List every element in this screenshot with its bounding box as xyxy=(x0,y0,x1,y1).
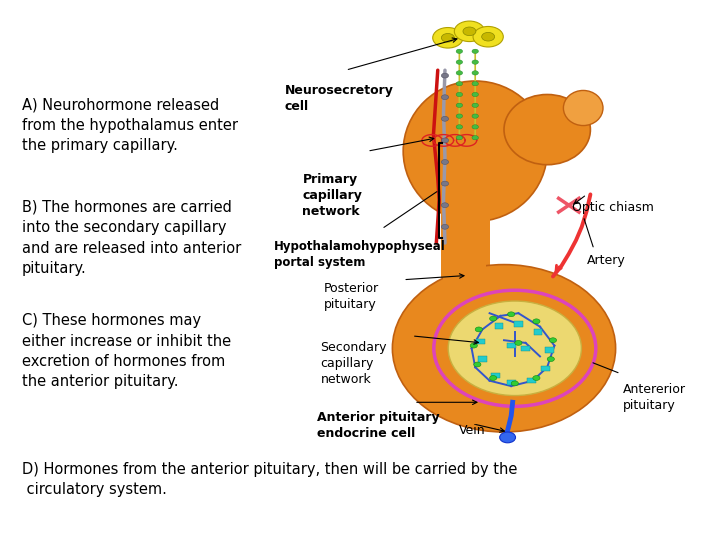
Ellipse shape xyxy=(456,92,463,97)
Text: Posterior
pituitary: Posterior pituitary xyxy=(324,282,379,311)
Ellipse shape xyxy=(456,136,463,140)
Bar xyxy=(541,366,550,371)
Text: B) The hormones are carried
into the secondary capillary
and are released into a: B) The hormones are carried into the sec… xyxy=(22,200,241,276)
Ellipse shape xyxy=(441,181,449,186)
Ellipse shape xyxy=(403,81,547,221)
Ellipse shape xyxy=(456,103,463,107)
Ellipse shape xyxy=(504,94,590,165)
Text: Primary
capillary
network: Primary capillary network xyxy=(302,173,362,218)
Ellipse shape xyxy=(472,125,479,129)
Ellipse shape xyxy=(474,362,481,367)
Ellipse shape xyxy=(448,301,582,395)
Text: Optic chiasm: Optic chiasm xyxy=(572,201,654,214)
Text: Hypothalamohypophyseal
portal system: Hypothalamohypophyseal portal system xyxy=(274,240,446,269)
Ellipse shape xyxy=(473,26,503,47)
Ellipse shape xyxy=(472,49,479,53)
Text: A) Neurohormone released
from the hypothalamus enter
the primary capillary.: A) Neurohormone released from the hypoth… xyxy=(22,97,238,153)
Ellipse shape xyxy=(475,327,482,332)
Bar xyxy=(545,347,554,353)
Ellipse shape xyxy=(472,92,479,97)
Ellipse shape xyxy=(472,71,479,75)
Ellipse shape xyxy=(533,319,540,324)
Ellipse shape xyxy=(433,28,463,48)
Ellipse shape xyxy=(547,356,554,362)
Bar xyxy=(476,339,485,344)
Bar xyxy=(527,378,536,383)
Text: Vein: Vein xyxy=(459,424,486,437)
Ellipse shape xyxy=(500,432,516,443)
FancyBboxPatch shape xyxy=(441,165,490,278)
Text: C) These hormones may
either increase or inhibit the
excretion of hormones from
: C) These hormones may either increase or… xyxy=(22,313,230,389)
Bar xyxy=(507,343,516,348)
Ellipse shape xyxy=(490,316,497,321)
Ellipse shape xyxy=(515,341,522,346)
Ellipse shape xyxy=(456,125,463,129)
FancyBboxPatch shape xyxy=(443,227,486,281)
Ellipse shape xyxy=(564,90,603,126)
Ellipse shape xyxy=(441,95,449,100)
Text: Artery: Artery xyxy=(587,254,626,267)
Ellipse shape xyxy=(441,73,449,78)
Bar xyxy=(495,323,503,329)
Ellipse shape xyxy=(456,82,463,86)
Ellipse shape xyxy=(472,60,479,64)
Bar xyxy=(534,329,542,335)
Ellipse shape xyxy=(533,376,540,380)
Text: D) Hormones from the anterior pituitary, then will be carried by the
 circulator: D) Hormones from the anterior pituitary,… xyxy=(22,462,517,497)
Ellipse shape xyxy=(490,376,497,380)
Ellipse shape xyxy=(441,33,454,42)
Ellipse shape xyxy=(441,117,449,122)
Ellipse shape xyxy=(456,114,463,118)
Bar xyxy=(514,321,523,327)
Ellipse shape xyxy=(456,49,463,53)
Ellipse shape xyxy=(508,312,515,316)
Ellipse shape xyxy=(456,60,463,64)
Ellipse shape xyxy=(472,82,479,86)
Ellipse shape xyxy=(441,225,449,229)
Text: Antererior
pituitary: Antererior pituitary xyxy=(623,383,685,413)
Ellipse shape xyxy=(470,343,477,348)
Text: Secondary
capillary
network: Secondary capillary network xyxy=(320,341,387,386)
Text: Anterior pituitary
endocrine cell: Anterior pituitary endocrine cell xyxy=(317,411,439,441)
Ellipse shape xyxy=(482,32,495,41)
Ellipse shape xyxy=(549,338,557,342)
Ellipse shape xyxy=(392,265,616,432)
Ellipse shape xyxy=(472,114,479,118)
Ellipse shape xyxy=(472,103,479,107)
Ellipse shape xyxy=(456,71,463,75)
Ellipse shape xyxy=(441,202,449,207)
Bar xyxy=(521,346,530,351)
Ellipse shape xyxy=(511,381,518,386)
Bar xyxy=(507,380,516,385)
Ellipse shape xyxy=(441,138,449,143)
Text: Neurosecretory
cell: Neurosecretory cell xyxy=(284,84,393,113)
Ellipse shape xyxy=(472,136,479,140)
Bar xyxy=(478,356,487,362)
Ellipse shape xyxy=(454,21,485,42)
Ellipse shape xyxy=(441,159,449,164)
Bar xyxy=(491,373,500,378)
Ellipse shape xyxy=(463,27,476,36)
